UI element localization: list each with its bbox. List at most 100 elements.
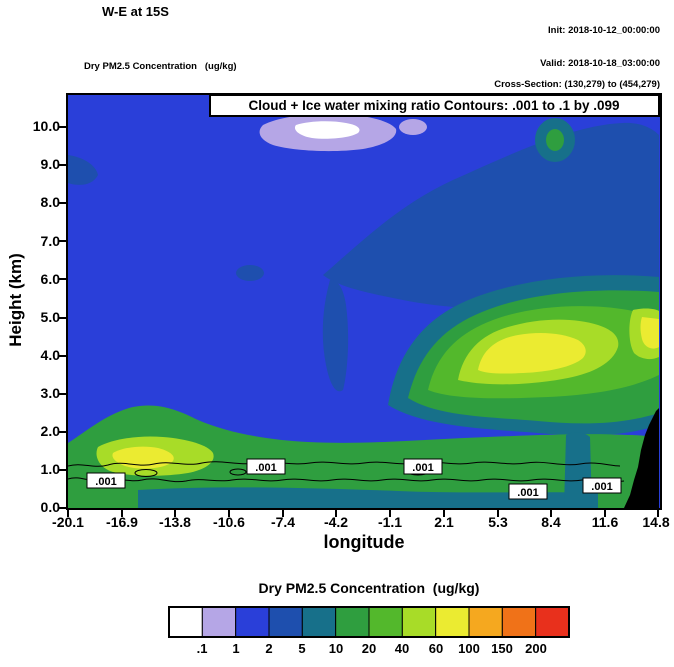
cloud-white-core bbox=[294, 121, 360, 139]
x-tick-label: 11.6 bbox=[591, 514, 619, 530]
y-tick-label: 6.0 bbox=[40, 271, 60, 287]
y-tick-mark bbox=[59, 278, 67, 280]
field-label-pm25: Dry PM2.5 Concentration (ug/kg) bbox=[84, 61, 237, 72]
x-tick-mark bbox=[282, 510, 284, 517]
colorbar-cell bbox=[535, 606, 570, 638]
x-tick-mark bbox=[497, 510, 499, 517]
y-tick-label: 5.0 bbox=[40, 309, 60, 325]
x-tick-label: 2.1 bbox=[434, 514, 454, 530]
y-tick-mark bbox=[59, 164, 67, 166]
svg-text:.001: .001 bbox=[412, 462, 433, 474]
cross-section-plot: .001 .001 .001 .001 .001 Cloud + Ice bbox=[66, 93, 662, 510]
contour-label-box: .001 bbox=[508, 483, 548, 500]
x-tick-label: -13.8 bbox=[159, 514, 191, 530]
pm25-green-topright-blob bbox=[546, 129, 564, 151]
y-tick-label: 2.0 bbox=[40, 423, 60, 439]
colorbar-cell bbox=[468, 606, 503, 638]
y-tick-mark bbox=[59, 469, 67, 471]
svg-text:.001: .001 bbox=[517, 487, 538, 499]
y-tick-label: 1.0 bbox=[40, 461, 60, 477]
x-tick-label: -7.4 bbox=[270, 514, 296, 530]
y-tick-mark bbox=[59, 202, 67, 204]
cross-section-label: Cross-Section: (130,279) to (454,279) bbox=[494, 79, 660, 90]
valid-time: Valid: 2018-10-18_03:00:00 bbox=[540, 58, 660, 69]
colorbar-label: 2 bbox=[265, 641, 273, 656]
x-tick-label: 14.8 bbox=[642, 514, 670, 530]
y-tick-label: 3.0 bbox=[40, 385, 60, 401]
x-tick-mark bbox=[228, 510, 230, 517]
colorbar-cell bbox=[201, 606, 237, 638]
x-tick-label: -4.2 bbox=[323, 514, 349, 530]
pm25-yellow-right-edge bbox=[640, 317, 659, 349]
cross-section-canvas: .001 .001 .001 .001 .001 Cloud + Ice bbox=[68, 95, 660, 508]
x-tick-mark bbox=[121, 510, 123, 517]
pm25-darkblue-left-spike bbox=[68, 155, 98, 185]
y-tick-mark bbox=[59, 240, 67, 242]
y-tick-mark bbox=[59, 507, 67, 509]
svg-text:.001: .001 bbox=[591, 481, 612, 493]
y-tick-label: 10.0 bbox=[32, 118, 60, 134]
contour-label-box: .001 bbox=[86, 472, 126, 489]
contour-banner: Cloud + Ice water mixing ratio Contours:… bbox=[209, 95, 660, 117]
colorbar-label: .1 bbox=[196, 641, 208, 656]
colorbar-cell bbox=[168, 606, 203, 638]
y-tick-label: 7.0 bbox=[40, 233, 60, 249]
colorbar-frame bbox=[168, 606, 570, 638]
colorbar-cell bbox=[368, 606, 403, 638]
colorbar-cell bbox=[301, 606, 337, 638]
x-tick-mark bbox=[657, 510, 659, 517]
x-tick-label: -20.1 bbox=[52, 514, 84, 530]
colorbar-cell bbox=[335, 606, 370, 638]
contour-banner-text: Cloud + Ice water mixing ratio Contours:… bbox=[249, 98, 620, 113]
colorbar-title: Dry PM2.5 Concentration (ug/kg) bbox=[258, 580, 480, 596]
contour-label-box: .001 bbox=[403, 458, 443, 475]
x-tick-mark bbox=[174, 510, 176, 517]
x-tick-label: -16.9 bbox=[106, 514, 138, 530]
contour-line-lower bbox=[68, 477, 625, 483]
colorbar-label: 40 bbox=[394, 641, 410, 656]
contour-loop bbox=[229, 468, 247, 476]
colorbar-label: 150 bbox=[491, 641, 513, 656]
x-tick-mark bbox=[67, 510, 69, 517]
init-time: Init: 2018-10-12_00:00:00 bbox=[548, 25, 660, 36]
figure-title: W-E at 15S bbox=[102, 4, 169, 19]
contour-loop bbox=[134, 469, 158, 477]
y-tick-label: 9.0 bbox=[40, 156, 60, 172]
colorbar bbox=[168, 606, 570, 638]
y-tick-label: 0.0 bbox=[40, 499, 60, 515]
x-tick-label: 5.3 bbox=[488, 514, 508, 530]
contour-label-box: .001 bbox=[582, 477, 622, 494]
colorbar-cell bbox=[401, 606, 437, 638]
run-times: Init: 2018-10-12_00:00:00 Valid: 2018-10… bbox=[540, 3, 660, 91]
x-tick-label: -10.6 bbox=[213, 514, 245, 530]
pm25-teal-surface-column bbox=[564, 432, 592, 508]
x-tick-mark bbox=[335, 510, 337, 517]
x-tick-mark bbox=[550, 510, 552, 517]
terrain-silhouette bbox=[624, 408, 659, 508]
colorbar-cell bbox=[235, 606, 270, 638]
y-axis-label: Height (km) bbox=[6, 253, 25, 347]
cloud-lavender-tail bbox=[399, 119, 427, 135]
y-tick-label: 8.0 bbox=[40, 194, 60, 210]
contour-label-box: .001 bbox=[246, 458, 286, 475]
pm25-green-surface-band bbox=[68, 405, 659, 508]
y-tick-mark bbox=[59, 393, 67, 395]
colorbar-label: 5 bbox=[298, 641, 306, 656]
colorbar-label: 10 bbox=[328, 641, 344, 656]
svg-text:.001: .001 bbox=[95, 476, 116, 488]
pm25-darkblue-upper-right bbox=[323, 122, 659, 309]
pm25-darkblue-midlevel-streak bbox=[322, 280, 349, 392]
y-tick-mark bbox=[59, 355, 67, 357]
colorbar-label: 60 bbox=[428, 641, 444, 656]
x-tick-label: -1.1 bbox=[377, 514, 403, 530]
colorbar-label: 100 bbox=[458, 641, 480, 656]
pm25-yellow-right-core bbox=[478, 332, 586, 374]
pm25-teal-surface-strip bbox=[138, 487, 598, 508]
y-tick-mark bbox=[59, 431, 67, 433]
colorbar-cell bbox=[268, 606, 303, 638]
y-tick-label: 4.0 bbox=[40, 347, 60, 363]
y-tick-mark bbox=[59, 126, 67, 128]
x-tick-mark bbox=[389, 510, 391, 517]
x-axis-label: longitude bbox=[323, 532, 405, 552]
